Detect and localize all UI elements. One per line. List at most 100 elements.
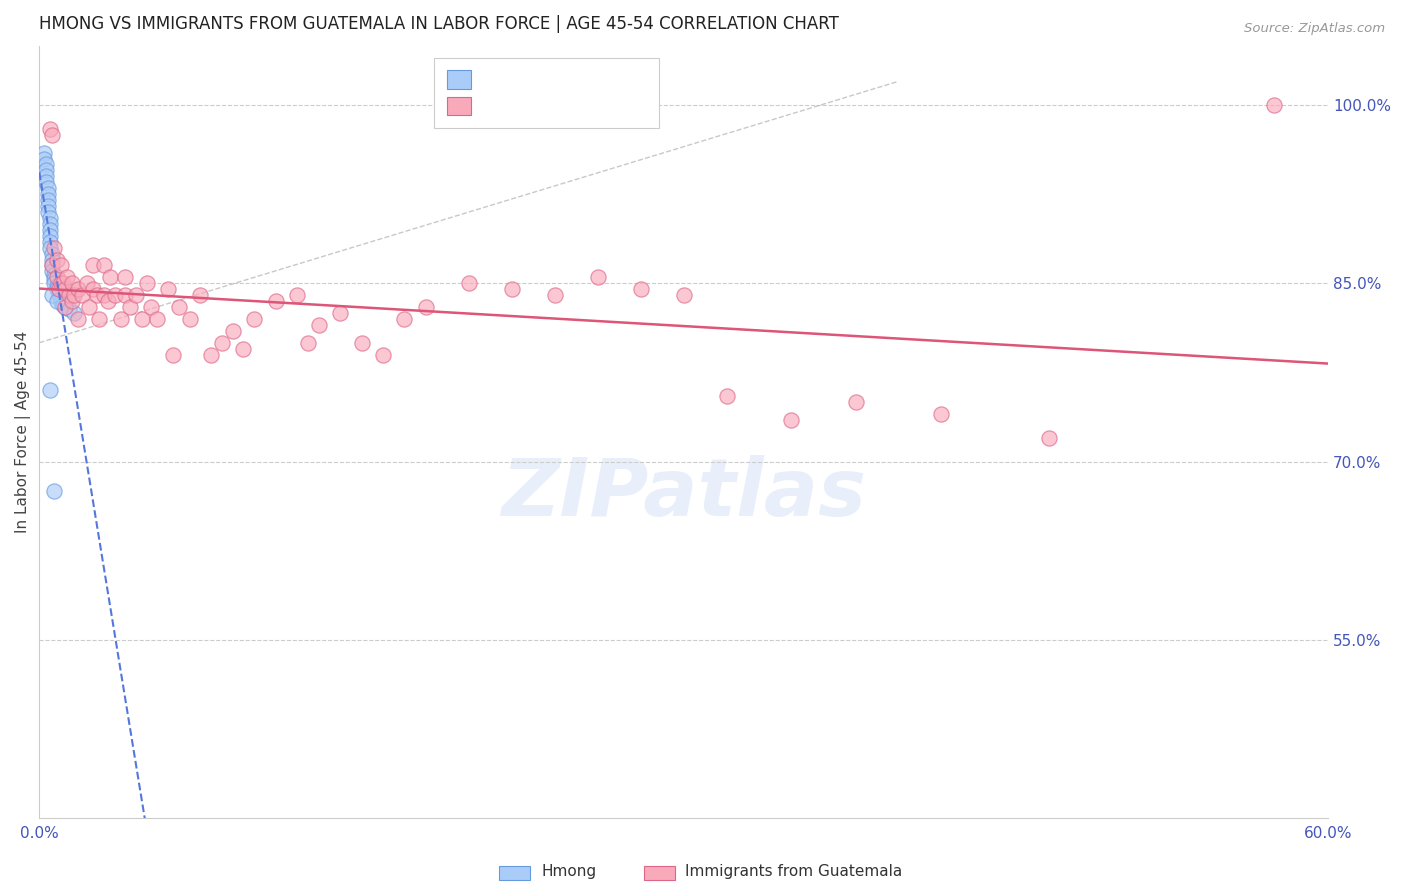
Point xyxy=(586,270,609,285)
Point xyxy=(35,157,58,171)
Point xyxy=(41,128,63,142)
Point xyxy=(114,270,136,285)
Point xyxy=(93,259,115,273)
Point xyxy=(82,259,104,273)
Point xyxy=(39,241,62,255)
Point xyxy=(297,335,319,350)
Point xyxy=(60,294,83,309)
Point xyxy=(1263,98,1285,112)
Point xyxy=(146,312,169,326)
Point xyxy=(179,312,201,326)
Point xyxy=(37,193,59,207)
Text: 71: 71 xyxy=(574,96,602,112)
Point xyxy=(89,312,111,326)
Point xyxy=(35,169,58,184)
Point xyxy=(501,282,523,296)
Point xyxy=(716,389,738,403)
Text: Immigrants from Guatemala: Immigrants from Guatemala xyxy=(685,864,903,879)
Point xyxy=(52,298,75,312)
Point xyxy=(232,342,254,356)
Point xyxy=(60,277,83,291)
Point xyxy=(162,348,184,362)
Text: ZIPatlas: ZIPatlas xyxy=(501,455,866,533)
Point xyxy=(49,277,72,291)
Point xyxy=(243,312,266,326)
Point xyxy=(39,383,62,397)
Text: HMONG VS IMMIGRANTS FROM GUATEMALA IN LABOR FORCE | AGE 45-54 CORRELATION CHART: HMONG VS IMMIGRANTS FROM GUATEMALA IN LA… xyxy=(39,15,839,33)
Point xyxy=(45,294,67,309)
Point xyxy=(72,288,94,302)
Point xyxy=(44,277,66,291)
Point xyxy=(221,324,243,338)
Text: R =: R = xyxy=(441,67,471,82)
Point xyxy=(931,407,953,421)
Point xyxy=(135,277,157,291)
Point xyxy=(308,318,330,332)
Point xyxy=(190,288,212,302)
Point xyxy=(415,300,437,314)
Point xyxy=(35,163,58,178)
Point xyxy=(86,288,108,302)
Text: N =: N = xyxy=(546,67,576,82)
Point xyxy=(93,288,115,302)
Point xyxy=(41,288,63,302)
Point xyxy=(66,312,89,326)
Point xyxy=(76,277,98,291)
Point xyxy=(39,235,62,249)
Point xyxy=(780,413,803,427)
Text: N =: N = xyxy=(546,96,576,112)
Point xyxy=(62,288,84,302)
Point xyxy=(32,145,55,160)
Point xyxy=(37,205,59,219)
Point xyxy=(44,271,66,285)
Point xyxy=(672,288,695,302)
Point xyxy=(118,300,141,314)
Text: Hmong: Hmong xyxy=(541,864,596,879)
Point xyxy=(371,348,394,362)
Text: 38: 38 xyxy=(574,67,602,82)
Point xyxy=(39,121,62,136)
Point xyxy=(41,246,63,260)
Point xyxy=(45,282,67,296)
Text: R =: R = xyxy=(441,96,471,112)
Point xyxy=(58,288,80,302)
Point xyxy=(37,187,59,202)
Point xyxy=(82,282,104,296)
Point xyxy=(157,282,180,296)
Point xyxy=(37,199,59,213)
Point xyxy=(41,252,63,267)
Point xyxy=(44,241,66,255)
Point xyxy=(53,282,76,296)
Point xyxy=(285,288,308,302)
Point xyxy=(45,278,67,293)
Point xyxy=(45,270,67,285)
Point xyxy=(350,335,373,350)
Legend: R =  0.058    N = 38, R =  0.215    N = 71: R = 0.058 N = 38, R = 0.215 N = 71 xyxy=(434,57,659,128)
Point xyxy=(49,292,72,306)
Point xyxy=(39,217,62,231)
Point xyxy=(98,270,121,285)
Point xyxy=(97,294,120,309)
Point xyxy=(458,277,481,291)
Point xyxy=(39,228,62,243)
Point xyxy=(394,312,416,326)
Point xyxy=(329,306,352,320)
Point xyxy=(630,282,652,296)
Point xyxy=(53,300,76,314)
Point xyxy=(103,288,125,302)
Point xyxy=(58,302,80,317)
Point xyxy=(49,259,72,273)
Point xyxy=(35,175,58,189)
Point xyxy=(845,395,868,409)
Point xyxy=(131,312,153,326)
Point xyxy=(110,312,132,326)
Point xyxy=(66,282,89,296)
Point xyxy=(200,348,222,362)
Point xyxy=(41,264,63,278)
Point xyxy=(264,294,287,309)
Point xyxy=(32,152,55,166)
Point xyxy=(44,268,66,282)
Point xyxy=(1038,431,1060,445)
Point xyxy=(41,259,63,273)
Point xyxy=(48,285,70,299)
